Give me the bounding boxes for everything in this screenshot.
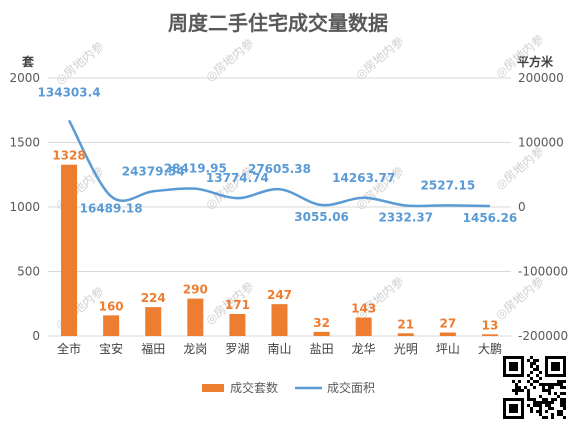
x-tick-label: 光明 <box>394 342 418 356</box>
bar <box>145 307 162 336</box>
y-right-tick-label: 100000 <box>518 136 564 150</box>
y-right-ticks: -200000 -100000 0 100000 200000 <box>518 71 568 343</box>
x-tick-label: 龙华 <box>352 342 376 356</box>
x-tick-label: 全市 <box>57 341 81 356</box>
bar-data-label: 290 <box>183 283 208 297</box>
y-left-tick-label: 0 <box>32 329 40 343</box>
line-data-label: 28419.95 <box>164 162 227 176</box>
bar <box>61 164 78 336</box>
line-data-label: 24379.54 <box>122 164 185 178</box>
line-data-label: 13774.74 <box>206 171 269 185</box>
x-tick-label: 宝安 <box>99 341 123 356</box>
watermark-text: ◎房地内参 <box>492 143 546 192</box>
line-data-label: 14263.77 <box>332 171 395 185</box>
line-data-label: 27605.38 <box>248 162 311 176</box>
y-left-ticks: 0 500 1000 1500 2000 <box>9 71 40 343</box>
line-data-label: 3055.06 <box>294 210 349 224</box>
bar <box>481 334 498 336</box>
bar-data-label: 224 <box>141 291 166 305</box>
y-right-unit: 平方米 <box>517 54 554 69</box>
watermark-text: ◎房地内参 <box>492 273 546 322</box>
bar <box>229 313 246 336</box>
x-tick-label: 大鹏 <box>478 342 502 356</box>
bar-data-label: 1328 <box>52 149 85 163</box>
y-right-tick-label: -100000 <box>518 265 568 279</box>
line-data-label: 2527.15 <box>421 178 476 192</box>
line-data-label: 16489.18 <box>80 201 143 215</box>
y-right-tick-label: 0 <box>518 200 526 214</box>
bar <box>397 333 414 336</box>
line-path <box>67 119 490 208</box>
bar-series <box>61 164 498 336</box>
x-tick-label: 南山 <box>267 341 291 356</box>
bar-data-label: 247 <box>267 288 292 302</box>
bar-data-label: 27 <box>440 317 457 331</box>
x-tick-label: 龙岗 <box>183 342 207 356</box>
watermark-text: ◎房地内参 <box>52 38 106 87</box>
qr-code <box>501 354 568 421</box>
legend: 成交套数 成交面积 <box>202 380 375 395</box>
line-data-label: 1456.26 <box>463 211 518 225</box>
watermark-text: ◎房地内参 <box>202 35 256 84</box>
legend-bar-label: 成交套数 <box>230 380 278 395</box>
bar-labels: 1328 160 224 290 171 247 32 143 21 27 13 <box>52 149 498 333</box>
bar <box>355 317 372 336</box>
bar-data-label: 171 <box>225 298 250 312</box>
bar <box>103 315 120 336</box>
bar <box>313 331 330 336</box>
bar-data-label: 160 <box>99 299 124 313</box>
bar-data-label: 21 <box>397 317 414 331</box>
y-right-tick-label: 200000 <box>518 71 564 85</box>
bar <box>271 304 288 336</box>
y-right-tick-label: -200000 <box>518 329 568 343</box>
x-tick-label: 盐田 <box>310 342 334 356</box>
legend-line-label: 成交面积 <box>327 380 375 395</box>
x-tick-label: 坪山 <box>436 342 460 356</box>
y-left-tick-label: 2000 <box>9 71 40 85</box>
legend-bar-swatch <box>202 384 224 392</box>
line-data-label: 134303.4 <box>38 85 101 99</box>
line-labels: 134303.4 16489.18 24379.5428419.9513774.74… <box>38 85 518 225</box>
y-left-unit: 套 <box>21 54 35 69</box>
bar-data-label: 13 <box>482 318 499 332</box>
chart-title: 周度二手住宅成交量数据 <box>168 11 388 35</box>
bar-data-label: 32 <box>313 316 330 330</box>
y-left-tick-label: 500 <box>17 265 40 279</box>
bar-data-label: 143 <box>351 302 376 316</box>
x-tick-label: 福田 <box>141 341 165 356</box>
watermark-text: ◎房地内参 <box>352 33 406 82</box>
line-series <box>67 119 490 208</box>
category-labels: 全市 宝安 福田 龙岗 罗湖 南山 盐田 龙华 光明 坪山 大鹏 <box>57 341 502 356</box>
y-left-tick-label: 1500 <box>9 136 40 150</box>
bar <box>187 298 204 336</box>
x-tick-label: 罗湖 <box>225 341 249 356</box>
line-data-label: 2332.37 <box>378 210 433 224</box>
y-left-tick-label: 1000 <box>9 200 40 214</box>
bar <box>439 332 456 336</box>
